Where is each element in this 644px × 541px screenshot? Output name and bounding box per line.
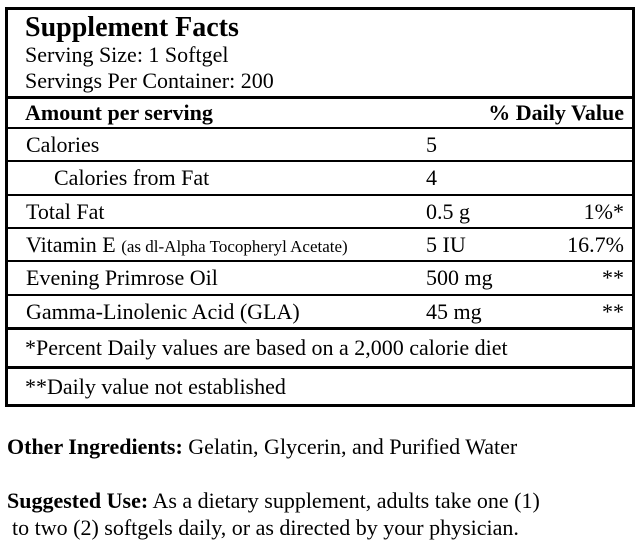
nutrient-row-calories: Calories 5 xyxy=(8,126,632,160)
nutrient-amount: 5 xyxy=(426,131,437,157)
nutrient-row-vitamin-e: Vitamin E (as dl-Alpha Tocopheryl Acetat… xyxy=(8,227,632,260)
nutrient-name: Calories from Fat xyxy=(54,165,210,191)
serving-size-text: Serving Size: 1 Softgel xyxy=(25,42,229,68)
column-header-row: Amount per serving % Daily Value xyxy=(8,95,632,127)
nutrient-amount: 500 mg xyxy=(426,265,493,291)
nutrient-name: Gamma-Linolenic Acid (GLA) xyxy=(26,298,300,324)
suggested-use-text-line2: to two (2) softgels daily, or as directe… xyxy=(12,514,519,540)
nutrient-amount: 0.5 g xyxy=(426,198,470,224)
supplement-facts-panel: Supplement Facts Serving Size: 1 Softgel… xyxy=(5,7,635,407)
footnote-daily-value-basis: *Percent Daily values are based on a 2,0… xyxy=(8,327,632,365)
nutrient-daily-value: 1%* xyxy=(583,198,624,224)
other-ingredients-label: Other Ingredients: xyxy=(7,434,183,459)
suggested-use-text-line1: As a dietary supplement, adults take one… xyxy=(152,487,540,513)
nutrient-row-evening-primrose-oil: Evening Primrose Oil 500 mg ** xyxy=(8,260,632,293)
nutrient-row-gla: Gamma-Linolenic Acid (GLA) 45 mg ** xyxy=(8,293,632,327)
nutrient-amount: 45 mg xyxy=(426,298,482,324)
nutrient-amount: 4 xyxy=(426,165,437,191)
nutrient-daily-value: 16.7% xyxy=(567,232,624,258)
suggested-use-label: Suggested Use: xyxy=(7,487,149,513)
nutrient-daily-value: ** xyxy=(602,298,624,324)
other-ingredients-text: Gelatin, Glycerin, and Purified Water xyxy=(188,434,518,459)
supplement-info-text: Other Ingredients: Gelatin, Glycerin, an… xyxy=(7,404,637,541)
nutrient-name-note: (as dl-Alpha Tocopheryl Acetate) xyxy=(121,237,348,257)
suggested-use-paragraph: Suggested Use: As a dietary supplement, … xyxy=(7,488,637,541)
nutrient-name: Calories xyxy=(26,131,100,157)
footnote-not-established: **Daily value not established xyxy=(8,365,632,404)
nutrient-name: Evening Primrose Oil xyxy=(26,265,218,291)
servings-per-container-text: Servings Per Container: 200 xyxy=(25,68,274,94)
nutrient-name: Total Fat xyxy=(26,198,105,224)
daily-value-header: % Daily Value xyxy=(488,99,624,125)
nutrient-name: Vitamin E (as dl-Alpha Tocopheryl Acetat… xyxy=(26,232,426,258)
nutrient-row-total-fat: Total Fat 0.5 g 1%* xyxy=(8,193,632,227)
nutrient-row-calories-from-fat: Calories from Fat 4 xyxy=(8,160,632,193)
other-ingredients-paragraph: Other Ingredients: Gelatin, Glycerin, an… xyxy=(7,434,637,461)
nutrient-daily-value: ** xyxy=(602,265,624,291)
title-section: Supplement Facts Serving Size: 1 Softgel… xyxy=(8,10,632,96)
nutrient-name-main: Vitamin E xyxy=(26,232,116,258)
amount-per-serving-header: Amount per serving xyxy=(25,99,213,125)
panel-title: Supplement Facts xyxy=(25,12,239,43)
nutrient-amount: 5 IU xyxy=(426,232,466,258)
